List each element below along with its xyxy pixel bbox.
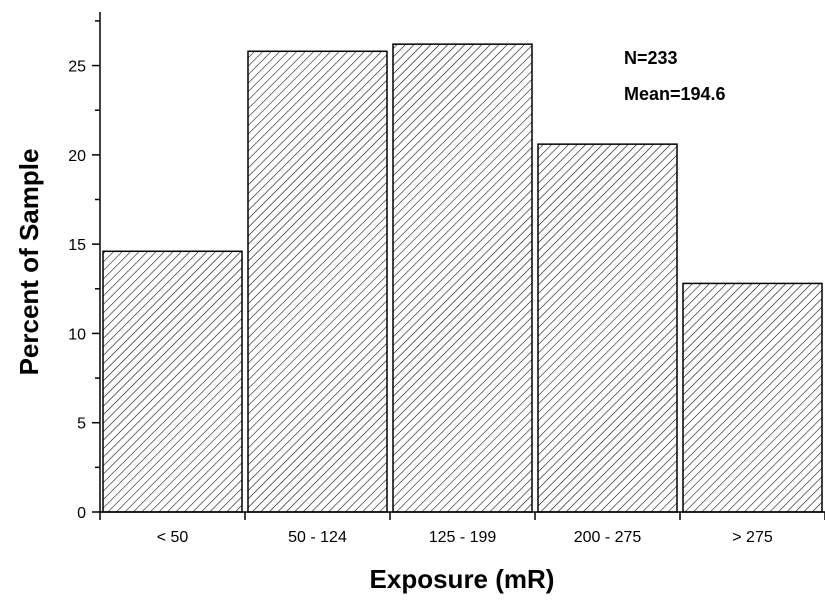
bar-3 xyxy=(537,143,678,513)
y-tick-label: 0 xyxy=(77,505,86,522)
bar-1 xyxy=(247,50,388,513)
bar-2 xyxy=(392,43,533,513)
sample-size-annotation: N=233 xyxy=(624,48,678,68)
y-tick-label: 5 xyxy=(77,416,86,433)
x-category-label: 200 - 275 xyxy=(574,529,642,546)
y-tick-label: 15 xyxy=(68,237,86,254)
y-tick-label: 10 xyxy=(68,326,86,343)
x-ticks-group: < 50 50 - 124 125 - 199 200 - 275 > 275 xyxy=(99,512,825,546)
x-category-label: > 275 xyxy=(732,529,773,546)
y-ticks-group: 0 5 10 15 20 25 xyxy=(68,20,100,522)
bars-group xyxy=(102,43,823,513)
x-category-label: < 50 xyxy=(157,529,189,546)
x-axis-title: Exposure (mR) xyxy=(370,564,555,594)
y-axis-title: Percent of Sample xyxy=(14,149,44,376)
y-tick-label: 25 xyxy=(68,59,86,76)
x-category-label: 125 - 199 xyxy=(429,529,497,546)
bar-4 xyxy=(682,282,823,513)
mean-annotation: Mean=194.6 xyxy=(624,84,726,104)
bar-0 xyxy=(102,250,243,513)
x-category-label: 50 - 124 xyxy=(288,529,347,546)
y-tick-label: 20 xyxy=(68,148,86,165)
